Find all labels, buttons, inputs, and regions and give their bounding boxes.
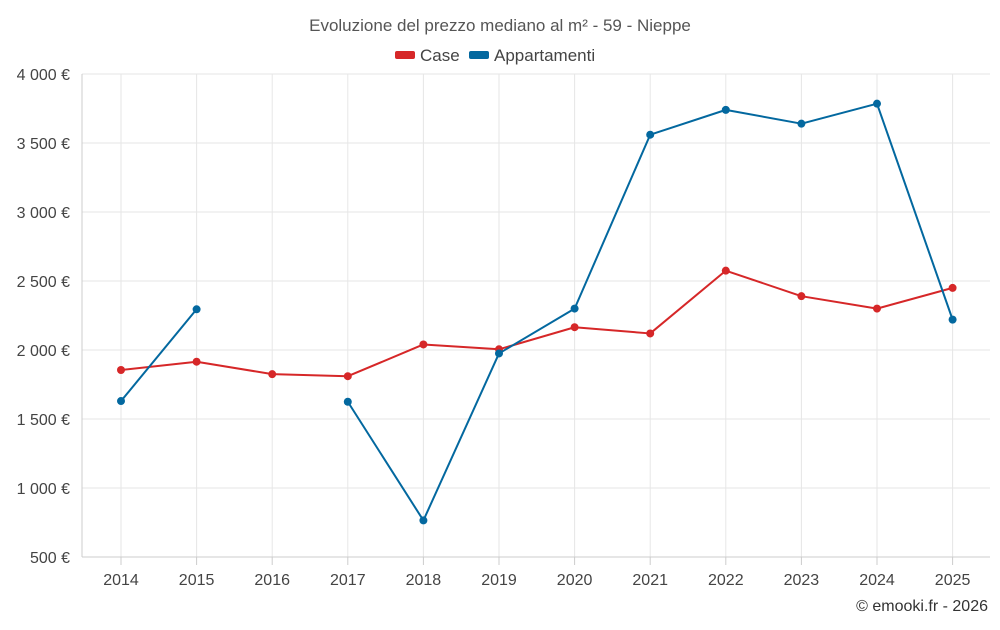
x-tick-label: 2018 xyxy=(406,572,442,589)
data-point-case[interactable] xyxy=(343,372,352,381)
data-point-case[interactable] xyxy=(873,304,881,313)
data-point-appartamenti[interactable] xyxy=(192,305,201,314)
data-point-case[interactable] xyxy=(721,266,730,275)
data-point-appartamenti[interactable] xyxy=(797,119,806,128)
data-point-appartamenti[interactable] xyxy=(343,397,352,406)
legend: Case Appartamenti xyxy=(395,46,595,65)
data-point-appartamenti[interactable] xyxy=(419,516,428,525)
legend-label: Case xyxy=(420,46,460,65)
chart-title: Evoluzione del prezzo mediano al m² - 59… xyxy=(309,16,691,35)
data-point-case[interactable] xyxy=(117,366,125,375)
x-tick-label: 2016 xyxy=(254,572,290,589)
x-tick-label: 2024 xyxy=(859,572,895,589)
legend-swatch xyxy=(395,51,415,59)
series-line-appartamenti xyxy=(120,308,198,402)
legend-label: Appartamenti xyxy=(494,46,595,65)
y-tick-label: 1 000 € xyxy=(17,481,70,498)
legend-swatch xyxy=(469,51,489,59)
data-point-case[interactable] xyxy=(192,357,201,366)
data-point-case[interactable] xyxy=(797,292,806,301)
data-point-appartamenti[interactable] xyxy=(948,315,957,324)
data-point-case[interactable] xyxy=(268,370,277,379)
data-point-appartamenti[interactable] xyxy=(117,397,125,406)
series-appartamenti xyxy=(117,99,957,525)
series-line-case xyxy=(120,269,953,378)
x-tick-label: 2025 xyxy=(935,572,971,589)
data-point-appartamenti[interactable] xyxy=(570,304,579,313)
x-tick-label: 2017 xyxy=(330,572,366,589)
x-tick-label: 2023 xyxy=(784,572,820,589)
data-point-case[interactable] xyxy=(948,283,957,292)
x-tick-label: 2020 xyxy=(557,572,593,589)
series-layer xyxy=(117,99,957,525)
data-point-case[interactable] xyxy=(419,340,428,349)
y-tick-label: 500 € xyxy=(30,550,70,567)
legend-item-appartamenti[interactable]: Appartamenti xyxy=(469,46,595,65)
series-case xyxy=(117,266,957,381)
y-tick-label: 1 500 € xyxy=(17,412,70,429)
x-tick-label: 2014 xyxy=(103,572,139,589)
y-tick-label: 2 500 € xyxy=(17,274,70,291)
x-tick-label: 2022 xyxy=(708,572,744,589)
credit-text: © emooki.fr - 2026 xyxy=(856,598,988,615)
x-tick-label: 2019 xyxy=(481,572,517,589)
legend-item-case[interactable]: Case xyxy=(395,46,460,65)
y-tick-label: 3 000 € xyxy=(17,205,70,222)
data-point-case[interactable] xyxy=(570,323,579,332)
y-tick-label: 4 000 € xyxy=(17,67,70,84)
x-tick-label: 2015 xyxy=(179,572,215,589)
data-point-appartamenti[interactable] xyxy=(495,349,503,358)
data-point-appartamenti[interactable] xyxy=(721,105,730,114)
data-point-appartamenti[interactable] xyxy=(873,99,881,108)
x-tick-label: 2021 xyxy=(632,572,668,589)
y-tick-label: 2 000 € xyxy=(17,343,70,360)
data-point-case[interactable] xyxy=(646,329,655,338)
grid xyxy=(82,73,990,558)
y-tick-label: 3 500 € xyxy=(17,136,70,153)
axes: 500 € 1 000 € 1 500 € 2 000 € 2 500 € 3 000 €… xyxy=(17,67,990,589)
data-point-appartamenti[interactable] xyxy=(646,130,655,139)
